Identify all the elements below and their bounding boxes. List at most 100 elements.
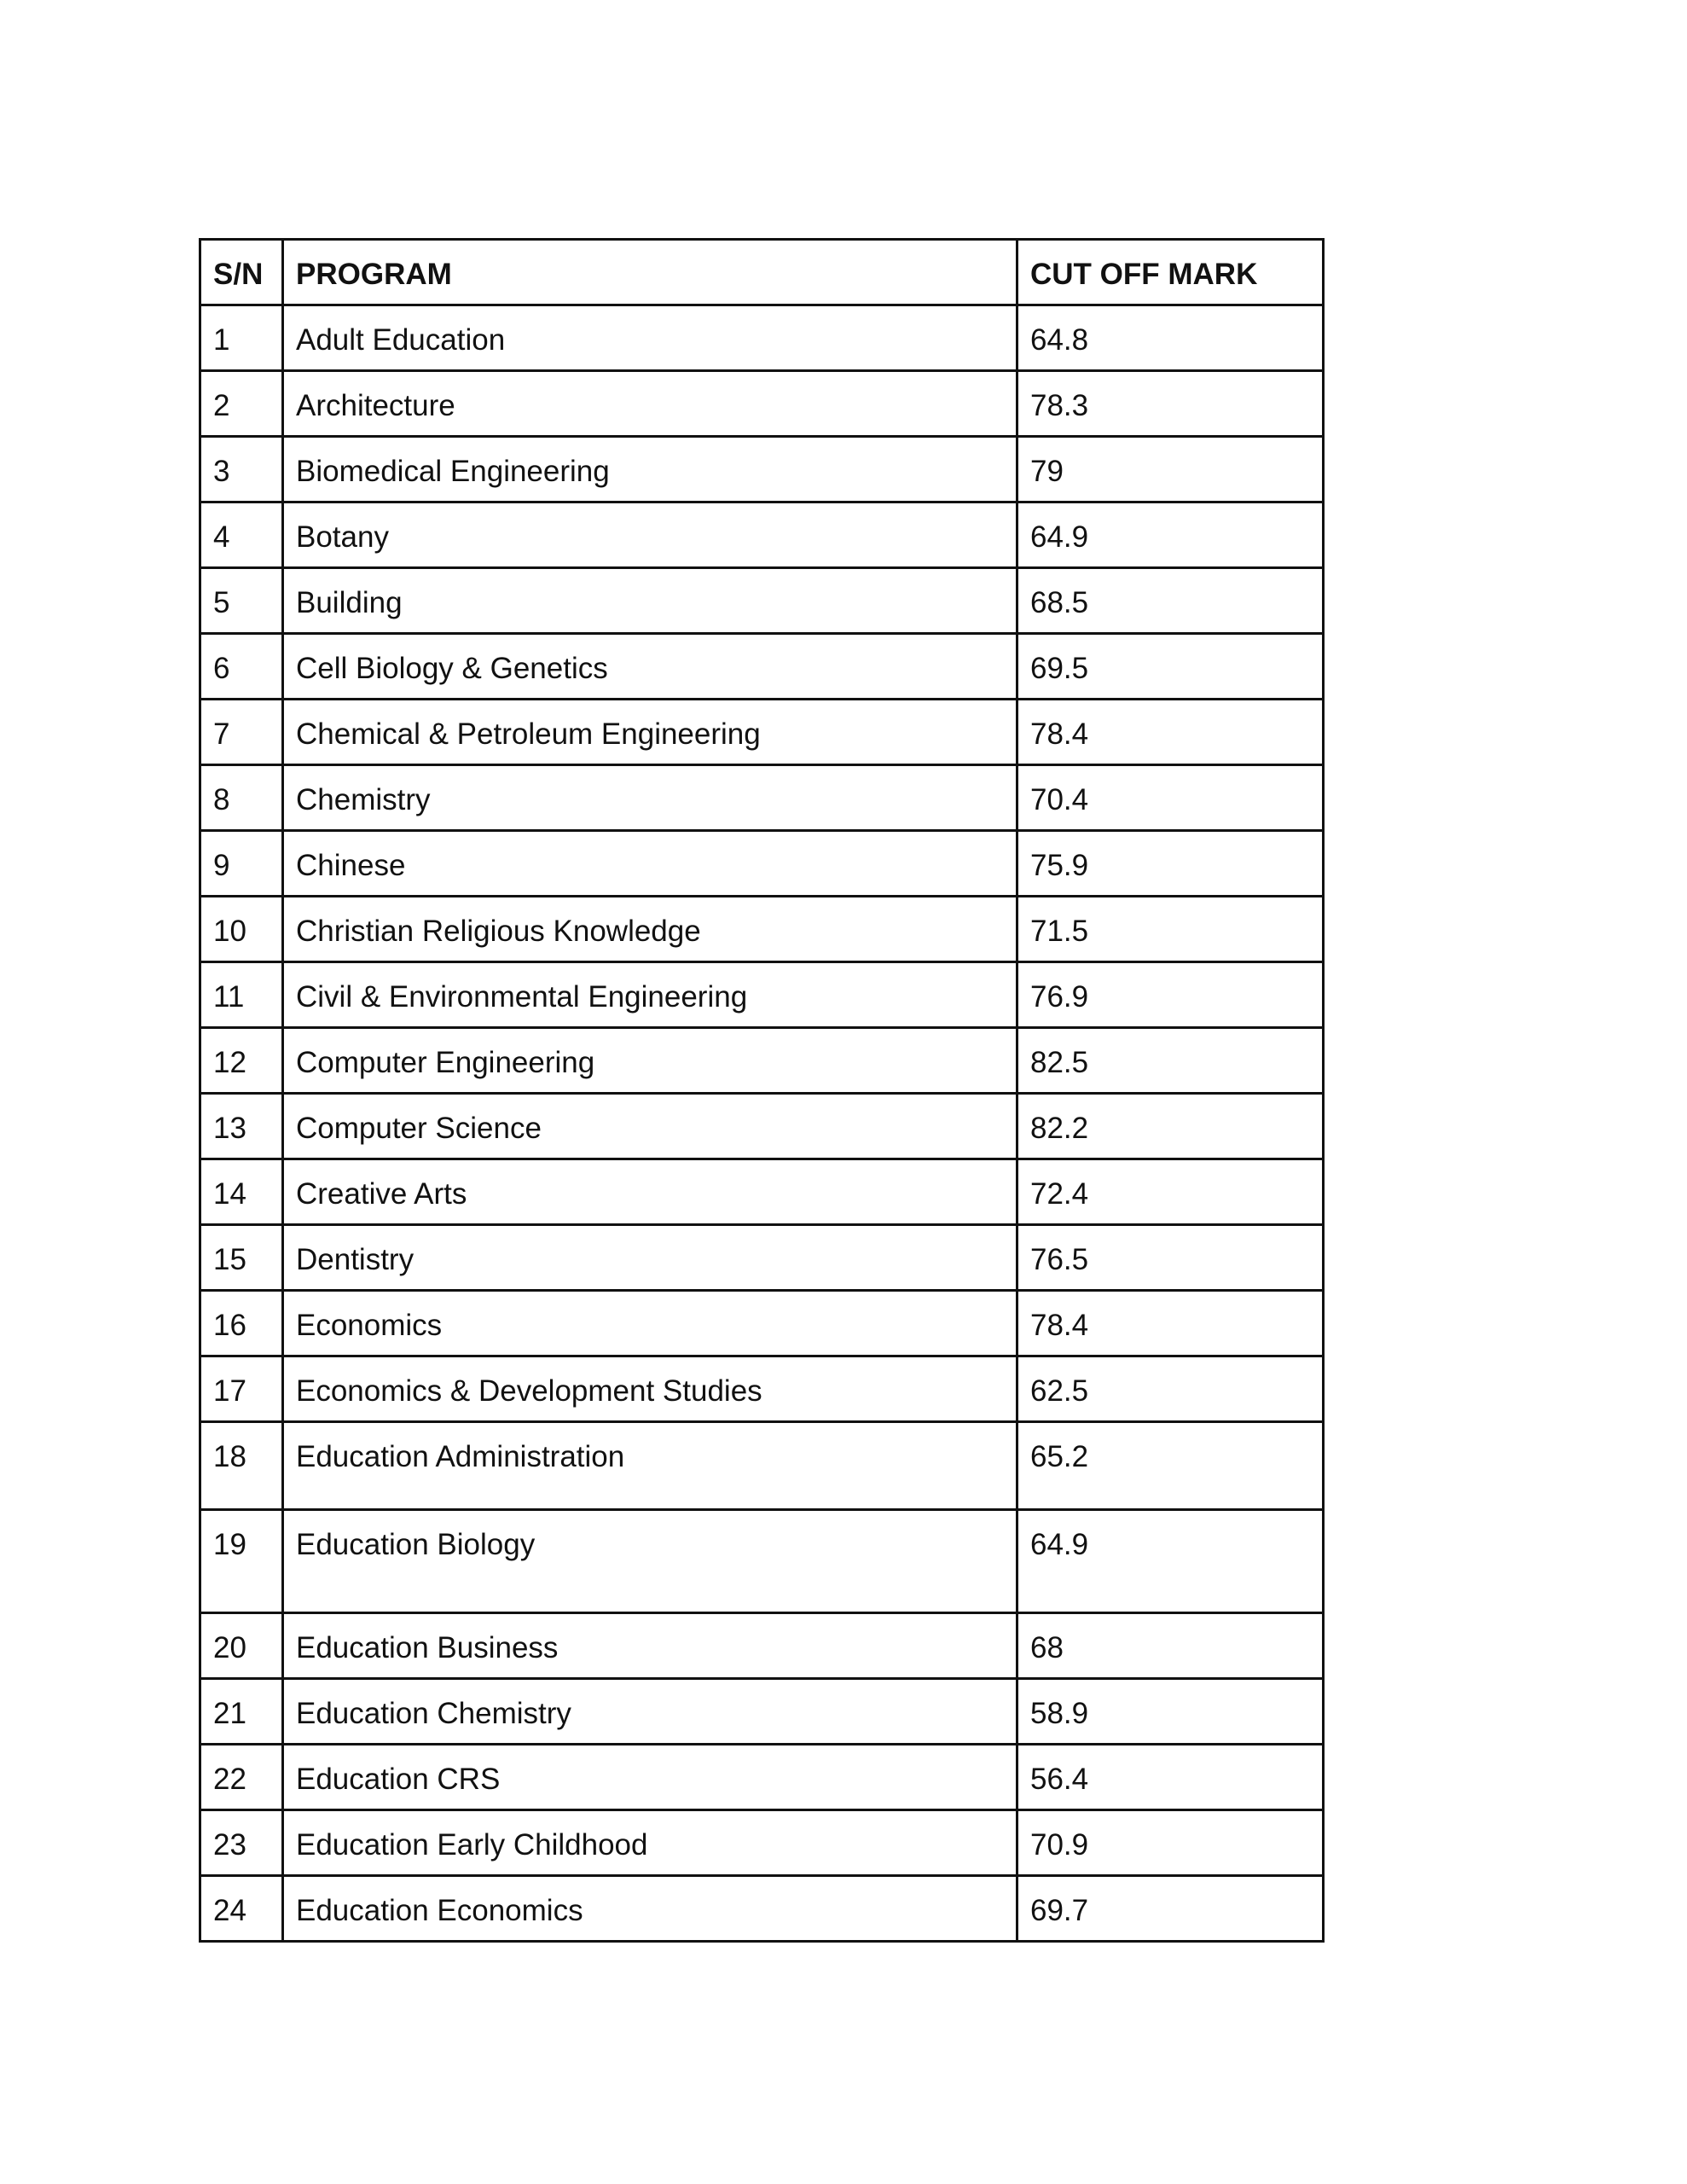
sn-cell: 9 (199, 829, 284, 897)
table-row: 16 Economics 78.4 (199, 1289, 1325, 1357)
table-row: 14 Creative Arts 72.4 (199, 1158, 1325, 1226)
cutoff-cell: 76.9 (1016, 961, 1325, 1029)
sn-cell: 4 (199, 501, 284, 569)
table-row: 7 Chemical & Petroleum Engineering 78.4 (199, 698, 1325, 766)
program-cell: Education Early Childhood (281, 1809, 1018, 1877)
program-cell: Civil & Environmental Engineering (281, 961, 1018, 1029)
program-cell: Botany (281, 501, 1018, 569)
cutoff-cell: 64.8 (1016, 304, 1325, 372)
program-cell: Education CRS (281, 1743, 1018, 1811)
sn-cell: 10 (199, 895, 284, 963)
table-row: 21 Education Chemistry 58.9 (199, 1677, 1325, 1745)
sn-cell: 16 (199, 1289, 284, 1357)
header-program: PROGRAM (281, 238, 1018, 306)
table-row: 2 Architecture 78.3 (199, 369, 1325, 438)
program-cell: Economics (281, 1289, 1018, 1357)
table-row: 9 Chinese 75.9 (199, 829, 1325, 897)
table-row: 24 Education Economics 69.7 (199, 1874, 1325, 1943)
sn-cell: 12 (199, 1026, 284, 1095)
header-cutoff: CUT OFF MARK (1016, 238, 1325, 306)
program-cell: Education Business (281, 1612, 1018, 1680)
cutoff-cell: 64.9 (1016, 1508, 1325, 1614)
cutoff-cell: 72.4 (1016, 1158, 1325, 1226)
program-cell: Economics & Development Studies (281, 1355, 1018, 1423)
sn-cell: 7 (199, 698, 284, 766)
sn-cell: 11 (199, 961, 284, 1029)
sn-cell: 14 (199, 1158, 284, 1226)
table-row: 6 Cell Biology & Genetics 69.5 (199, 632, 1325, 700)
program-cell: Education Chemistry (281, 1677, 1018, 1745)
table-row: 11 Civil & Environmental Engineering 76.9 (199, 961, 1325, 1029)
sn-cell: 5 (199, 566, 284, 635)
sn-cell: 19 (199, 1508, 284, 1614)
program-cell: Building (281, 566, 1018, 635)
program-cell: Chinese (281, 829, 1018, 897)
cutoff-cell: 82.5 (1016, 1026, 1325, 1095)
cutoff-cell: 78.3 (1016, 369, 1325, 438)
cutoff-cell: 78.4 (1016, 1289, 1325, 1357)
program-cell: Christian Religious Knowledge (281, 895, 1018, 963)
program-cell: Chemistry (281, 764, 1018, 832)
header-sn: S/N (199, 238, 284, 306)
sn-cell: 20 (199, 1612, 284, 1680)
table-row: 5 Building 68.5 (199, 566, 1325, 635)
sn-cell: 2 (199, 369, 284, 438)
program-cell: Computer Science (281, 1092, 1018, 1160)
sn-cell: 13 (199, 1092, 284, 1160)
sn-cell: 21 (199, 1677, 284, 1745)
program-cell: Education Administration (281, 1420, 1018, 1511)
cutoff-cell: 70.9 (1016, 1809, 1325, 1877)
sn-cell: 24 (199, 1874, 284, 1943)
table-row: 13 Computer Science 82.2 (199, 1092, 1325, 1160)
program-cell: Education Biology (281, 1508, 1018, 1614)
table-row: 4 Botany 64.9 (199, 501, 1325, 569)
program-cell: Adult Education (281, 304, 1018, 372)
sn-cell: 17 (199, 1355, 284, 1423)
table-row: 3 Biomedical Engineering 79 (199, 435, 1325, 503)
program-cell: Computer Engineering (281, 1026, 1018, 1095)
program-cell: Biomedical Engineering (281, 435, 1018, 503)
sn-cell: 3 (199, 435, 284, 503)
table-row: 10 Christian Religious Knowledge 71.5 (199, 895, 1325, 963)
sn-cell: 15 (199, 1223, 284, 1292)
cutoff-cell: 82.2 (1016, 1092, 1325, 1160)
sn-cell: 8 (199, 764, 284, 832)
cutoff-cell: 79 (1016, 435, 1325, 503)
sn-cell: 1 (199, 304, 284, 372)
table-row: 23 Education Early Childhood 70.9 (199, 1809, 1325, 1877)
table-row: 12 Computer Engineering 82.5 (199, 1026, 1325, 1095)
cutoff-cell: 71.5 (1016, 895, 1325, 963)
cutoff-cell: 69.5 (1016, 632, 1325, 700)
cutoff-cell: 56.4 (1016, 1743, 1325, 1811)
cutoff-cell: 70.4 (1016, 764, 1325, 832)
program-cell: Creative Arts (281, 1158, 1018, 1226)
header-row: S/N PROGRAM CUT OFF MARK (199, 238, 1325, 306)
cutoff-cell: 78.4 (1016, 698, 1325, 766)
cutoff-cell: 75.9 (1016, 829, 1325, 897)
table-row: 17 Economics & Development Studies 62.5 (199, 1355, 1325, 1423)
table-row: 22 Education CRS 56.4 (199, 1743, 1325, 1811)
sn-cell: 22 (199, 1743, 284, 1811)
cutoff-cell: 68 (1016, 1612, 1325, 1680)
table-row: 1 Adult Education 64.8 (199, 304, 1325, 372)
table-row: 18 Education Administration 65.2 (199, 1420, 1325, 1511)
sn-cell: 18 (199, 1420, 284, 1511)
cutoff-cell: 76.5 (1016, 1223, 1325, 1292)
cutoff-cell: 69.7 (1016, 1874, 1325, 1943)
sn-cell: 6 (199, 632, 284, 700)
cutoff-cell: 58.9 (1016, 1677, 1325, 1745)
cutoff-cell: 65.2 (1016, 1420, 1325, 1511)
cutoff-cell: 64.9 (1016, 501, 1325, 569)
table-row: 20 Education Business 68 (199, 1612, 1325, 1680)
program-cell: Education Economics (281, 1874, 1018, 1943)
table-row: 15 Dentistry 76.5 (199, 1223, 1325, 1292)
program-cell: Architecture (281, 369, 1018, 438)
cutoff-table: S/N PROGRAM CUT OFF MARK 1 Adult Educatio… (199, 238, 1325, 1943)
program-cell: Chemical & Petroleum Engineering (281, 698, 1018, 766)
cutoff-cell: 62.5 (1016, 1355, 1325, 1423)
cutoff-cell: 68.5 (1016, 566, 1325, 635)
table-row: 8 Chemistry 70.4 (199, 764, 1325, 832)
sn-cell: 23 (199, 1809, 284, 1877)
program-cell: Dentistry (281, 1223, 1018, 1292)
program-cell: Cell Biology & Genetics (281, 632, 1018, 700)
